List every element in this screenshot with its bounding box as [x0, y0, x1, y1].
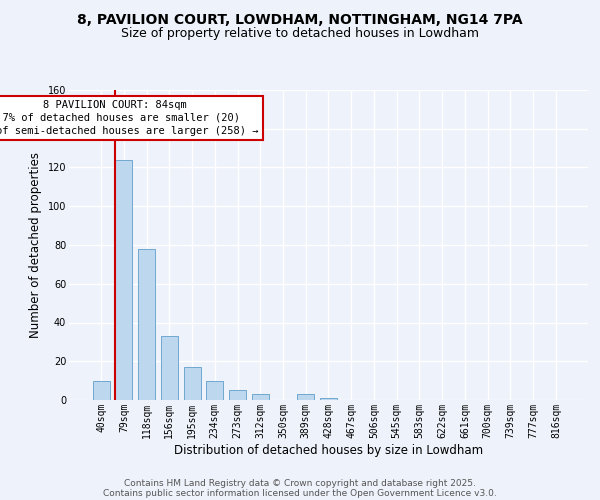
Bar	[320, 398, 337, 400]
Bar	[161, 336, 178, 400]
Bar	[92, 380, 110, 400]
Bar	[206, 380, 223, 400]
Text: Contains HM Land Registry data © Crown copyright and database right 2025.: Contains HM Land Registry data © Crown c…	[124, 478, 476, 488]
Text: 8 PAVILION COURT: 84sqm
← 7% of detached houses are smaller (20)
92% of semi-det: 8 PAVILION COURT: 84sqm ← 7% of detached…	[0, 100, 259, 136]
Y-axis label: Number of detached properties: Number of detached properties	[29, 152, 42, 338]
Text: Contains public sector information licensed under the Open Government Licence v3: Contains public sector information licen…	[103, 488, 497, 498]
Bar	[297, 394, 314, 400]
Text: 8, PAVILION COURT, LOWDHAM, NOTTINGHAM, NG14 7PA: 8, PAVILION COURT, LOWDHAM, NOTTINGHAM, …	[77, 12, 523, 26]
Bar	[138, 249, 155, 400]
Bar	[252, 394, 269, 400]
X-axis label: Distribution of detached houses by size in Lowdham: Distribution of detached houses by size …	[174, 444, 483, 456]
Text: Size of property relative to detached houses in Lowdham: Size of property relative to detached ho…	[121, 28, 479, 40]
Bar	[115, 160, 133, 400]
Bar	[229, 390, 246, 400]
Bar	[184, 367, 200, 400]
